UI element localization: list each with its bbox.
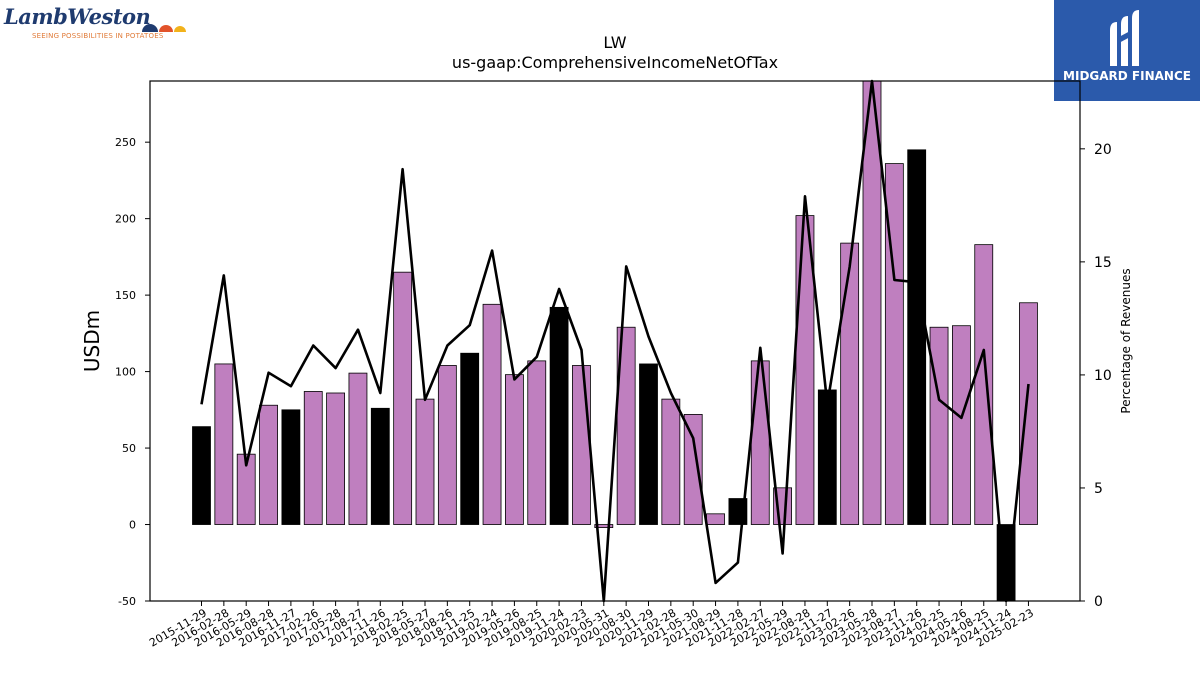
lambweston-tagline: SEEING POSSIBILITIES IN POTATOES [32, 32, 164, 40]
lambweston-logo-dots-icon [142, 24, 186, 32]
plot-frame [149, 80, 1081, 602]
midgard-logo-text: MIDGARD FINANCE [1063, 69, 1191, 83]
bar [929, 326, 949, 525]
percentage-line [200, 79, 1030, 603]
chart-subtitle: us-gaap:ComprehensiveIncomeNetOfTax [452, 53, 778, 72]
bar [460, 352, 480, 525]
bar [907, 149, 927, 525]
bar [952, 325, 971, 525]
y-axis-label: USDm [80, 310, 104, 372]
bar [326, 392, 346, 525]
bar [504, 374, 524, 525]
bar [437, 365, 457, 525]
lambweston-logo-text: LambWeston [4, 4, 151, 29]
bar [884, 163, 904, 525]
bar [661, 398, 681, 525]
bar [817, 389, 837, 525]
y2-tick-label: 20 [1094, 142, 1112, 158]
y2-tick-label: 0 [1094, 594, 1103, 610]
bar [750, 360, 770, 525]
bar [415, 398, 435, 525]
y2-tick-label: 15 [1094, 255, 1112, 271]
bar [281, 409, 301, 525]
y-tick-label: 50 [122, 442, 136, 455]
bar [1019, 302, 1038, 525]
bar [974, 244, 994, 525]
y-tick-label: 200 [115, 213, 136, 226]
bar [348, 372, 368, 525]
bar [236, 453, 256, 525]
midgard-finance-logo: MIDGARD FINANCE [1054, 0, 1200, 101]
bar [840, 242, 860, 525]
bar [393, 271, 413, 525]
y-tick-label: 100 [115, 366, 136, 379]
bar [572, 365, 591, 525]
bar [594, 524, 614, 528]
bar [192, 426, 211, 525]
lambweston-logo: LambWeston SEEING POSSIBILITIES IN POTAT… [4, 4, 194, 44]
bar [482, 303, 502, 525]
y-tick-label: 250 [115, 136, 136, 149]
y-tick-label: -50 [118, 595, 136, 608]
y2-tick-label: 5 [1094, 481, 1103, 497]
chart-title: LW [603, 33, 626, 52]
y2-axis-label: Percentage of Revenues [1119, 268, 1133, 413]
bar [370, 407, 390, 525]
bar [303, 391, 323, 525]
bar [259, 404, 278, 525]
bar [639, 363, 658, 525]
y2-tick-label: 10 [1094, 368, 1112, 384]
bar [214, 363, 234, 525]
bar [616, 326, 636, 525]
midgard-logo-mark-icon [1110, 10, 1139, 66]
bar [706, 513, 725, 525]
y-tick-label: 150 [115, 289, 136, 302]
bar [527, 360, 547, 525]
bar [683, 414, 703, 525]
bar [549, 306, 569, 525]
y-tick-label: 0 [129, 519, 136, 532]
